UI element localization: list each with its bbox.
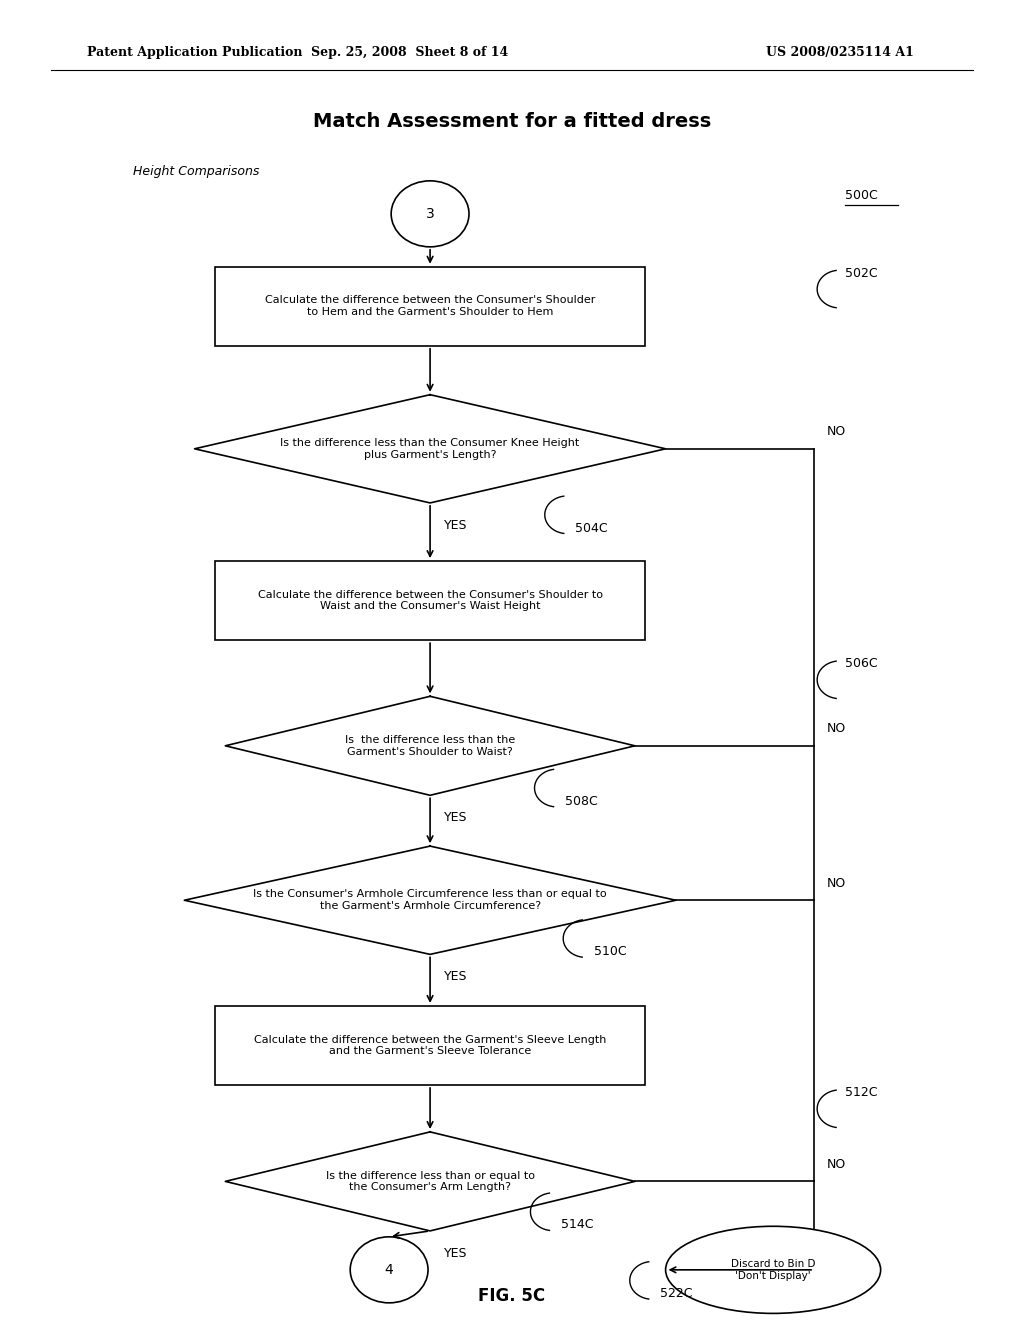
Text: 502C: 502C <box>845 267 878 280</box>
FancyBboxPatch shape <box>215 1006 645 1085</box>
Text: YES: YES <box>444 810 467 824</box>
Text: Is the Consumer's Armhole Circumference less than or equal to
the Garment's Armh: Is the Consumer's Armhole Circumference … <box>253 890 607 911</box>
Ellipse shape <box>350 1237 428 1303</box>
Text: Calculate the difference between the Garment's Sleeve Length
and the Garment's S: Calculate the difference between the Gar… <box>254 1035 606 1056</box>
Text: 504C: 504C <box>575 521 608 535</box>
Text: 4: 4 <box>385 1263 393 1276</box>
Text: NO: NO <box>826 722 846 735</box>
Text: US 2008/0235114 A1: US 2008/0235114 A1 <box>766 46 913 59</box>
Text: Match Assessment for a fitted dress: Match Assessment for a fitted dress <box>313 112 711 131</box>
Text: 510C: 510C <box>594 945 627 958</box>
Text: Discard to Bin D
'Don't Display': Discard to Bin D 'Don't Display' <box>731 1259 815 1280</box>
Text: FIG. 5C: FIG. 5C <box>478 1287 546 1305</box>
Text: Sep. 25, 2008  Sheet 8 of 14: Sep. 25, 2008 Sheet 8 of 14 <box>311 46 508 59</box>
Text: 514C: 514C <box>561 1218 594 1232</box>
Text: Height Comparisons: Height Comparisons <box>133 165 259 178</box>
Text: Patent Application Publication: Patent Application Publication <box>87 46 302 59</box>
Text: 500C: 500C <box>845 189 878 202</box>
Text: NO: NO <box>826 425 846 438</box>
FancyBboxPatch shape <box>215 267 645 346</box>
FancyBboxPatch shape <box>215 561 645 640</box>
Text: YES: YES <box>444 519 467 532</box>
Text: YES: YES <box>444 1246 467 1259</box>
Text: 522C: 522C <box>660 1287 693 1300</box>
Text: NO: NO <box>826 876 846 890</box>
Text: Is the difference less than or equal to
the Consumer's Arm Length?: Is the difference less than or equal to … <box>326 1171 535 1192</box>
Text: 3: 3 <box>426 207 434 220</box>
Text: 506C: 506C <box>845 657 878 671</box>
Text: Is the difference less than the Consumer Knee Height
plus Garment's Length?: Is the difference less than the Consumer… <box>281 438 580 459</box>
Text: Calculate the difference between the Consumer's Shoulder
to Hem and the Garment': Calculate the difference between the Con… <box>265 296 595 317</box>
Text: Is  the difference less than the
Garment's Shoulder to Waist?: Is the difference less than the Garment'… <box>345 735 515 756</box>
Text: 512C: 512C <box>845 1086 878 1100</box>
Text: NO: NO <box>826 1158 846 1171</box>
Text: YES: YES <box>444 970 467 983</box>
Text: Calculate the difference between the Consumer's Shoulder to
Waist and the Consum: Calculate the difference between the Con… <box>258 590 602 611</box>
Text: 508C: 508C <box>565 795 598 808</box>
Ellipse shape <box>391 181 469 247</box>
Ellipse shape <box>666 1226 881 1313</box>
